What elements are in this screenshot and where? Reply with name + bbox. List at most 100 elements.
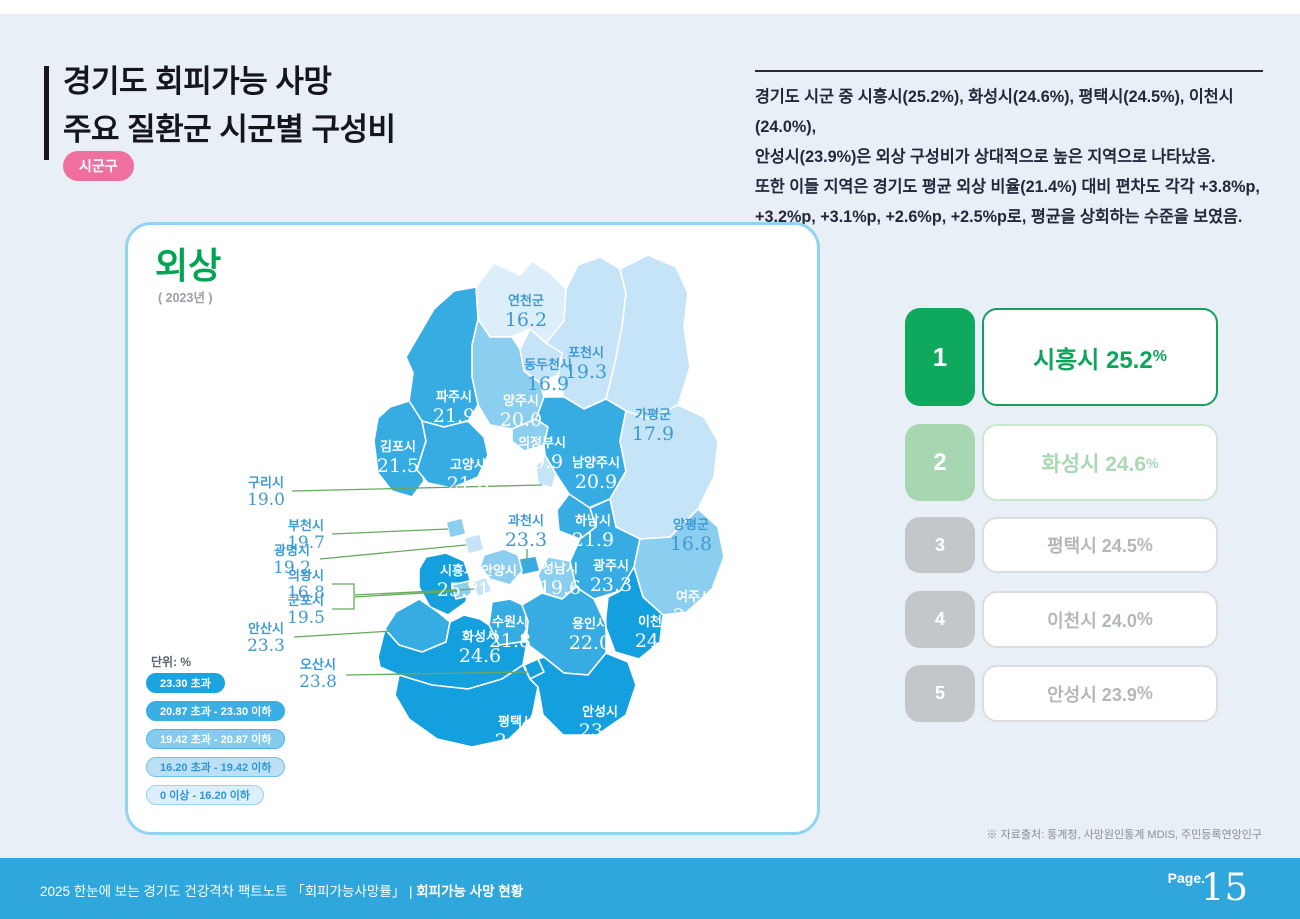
map-label-value-uijeongbu: 19.9 [521,451,563,473]
region-pyeongtaek [394,664,539,748]
rank-row-3: 3 평택시 24.5% [905,517,1218,573]
summary-rule [755,70,1263,72]
callout-label-name-osan: 오산시 [300,657,336,672]
map-label-value-yeoncheon: 16.2 [505,309,547,331]
gyeonggi-choropleth-map: 연천군16.2포천시19.3가평군17.9동두천시16.9양주시20.0파주시2… [247,254,725,752]
map-label-value-anyang: 19.6 [478,579,520,601]
region-uiwang [471,576,493,598]
rank-card-percent: % [1136,534,1153,555]
rank-card-text: 시흥시 25.2 [1033,346,1153,374]
legend-pill-5: 0 이상 - 16.20 이하 [146,785,265,805]
rank-card-text: 화성시 24.6 [1041,452,1147,476]
callout-label-value-gunpo: 19.5 [287,608,325,628]
legend-pill-1: 23.30 초과 [146,673,225,693]
map-label-name-gwacheon: 과천시 [508,513,544,528]
callout-label-name-bucheon: 부천시 [288,518,324,533]
callout-line-gunpo [332,590,459,610]
callout-line-gwangmyeong [319,544,467,560]
map-label-name-yangpyeong: 양평군 [673,517,709,532]
callout-label-value-gwangmyeong: 19.2 [273,558,311,578]
region-icheon [604,566,664,660]
summary-text: 경기도 시군 중 시흥시(25.2%), 화성시(24.6%), 평택시(24.… [755,88,1260,226]
callout-line-osan [345,671,529,676]
region-guri [535,454,557,489]
map-label-name-siheung: 시흥시 [440,563,476,578]
region-gwangmyeong [463,533,485,555]
rank-number-1: 1 [905,308,975,406]
map-label-name-seongnam: 성남시 [542,561,578,576]
map-label-name-hwaseong: 화성시 [462,629,498,644]
map-label-value-anseong: 23.9 [579,720,621,742]
map-label-name-yeoju: 여주시 [676,589,712,604]
rank-card-4: 이천시 24.0% [982,591,1218,648]
rank-row-5: 5 안성시 23.9% [905,665,1218,722]
map-label-name-yongin: 용인시 [572,616,608,631]
map-label-name-gapyeong: 가평군 [635,407,671,422]
callout-label-value-uiwang: 16.8 [287,583,325,603]
callout-label-value-bucheon: 19.7 [287,533,325,553]
map-label-value-pocheon: 19.3 [565,361,607,383]
map-label-name-anyang: 안양시 [481,563,517,578]
region-gimpo [373,400,427,498]
map-label-value-dongducheon: 16.9 [527,373,569,395]
map-label-value-hwaseong: 24.6 [459,645,501,667]
map-label-value-yangpyeong: 16.8 [670,533,712,555]
footer-caption-normal: 2025 한눈에 보는 경기도 건강격차 팩트노트 「회피가능사망률」 [40,884,406,899]
map-title: 외상 [155,245,222,286]
map-label-name-pyeongtaek: 평택시 [498,714,534,729]
map-label-name-goyang: 고양시 [450,457,486,472]
map-label-value-yongin: 22.0 [569,632,611,654]
region-anyang [479,548,523,586]
map-label-name-namyangju: 남양주시 [572,455,620,470]
map-label-name-gwangju: 광주시 [593,558,629,573]
map-label-name-gimpo: 김포시 [380,439,416,454]
rank-card-percent: % [1146,454,1159,471]
callout-label-value-osan: 23.8 [299,672,337,692]
data-source-note: ※ 자료출처: 통계청, 사망원인통계 MDIS, 주민등록연앙인구 [986,829,1262,841]
footer-caption-divider: | [408,884,413,899]
rank-card-text: 이천시 24.0 [1047,610,1137,631]
rank-card-percent: % [1136,683,1153,703]
map-legend: 23.30 초과 20.87 초과 - 23.30 이하 19.42 초과 - 20… [146,673,286,813]
map-label-name-uijeongbu: 의정부시 [518,435,566,450]
rank-card-percent: % [1152,348,1167,365]
rank-card-text: 평택시 24.5 [1047,536,1137,556]
map-label-value-siheung: 25.2 [437,579,479,601]
region-bucheon [445,517,467,539]
rank-number-5: 5 [905,665,975,722]
top-strip [0,0,1300,14]
callout-label-name-uiwang: 의왕시 [288,568,324,583]
map-label-value-icheon: 24.0 [635,630,677,652]
rank-card-2: 화성시 24.6% [982,424,1218,501]
footer-caption-bold: 회피가능 사망 현황 [416,884,524,899]
map-label-name-hanam: 하남시 [575,513,611,528]
footer-caption: 2025 한눈에 보는 경기도 건강격차 팩트노트 「회피가능사망률」 | 회피… [40,880,523,900]
rank-card-3: 평택시 24.5% [982,517,1218,573]
map-label-value-yeoju: 20.0 [673,605,715,627]
map-label-name-anseong: 안성시 [582,704,618,719]
callout-line-guri [291,484,543,492]
legend-pill-4: 16.20 초과 - 19.42 이하 [146,757,286,777]
map-label-value-goyang: 21.6 [447,473,489,495]
page-number: 15 [1200,866,1248,909]
rank-card-5: 안성시 23.9% [982,665,1218,722]
callout-label-value-ansan: 23.3 [247,636,285,656]
map-year: ( 2023년 ) [158,291,213,305]
sigungu-badge: 시군구 [63,151,134,181]
rank-row-2: 2 화성시 24.6% [905,424,1218,501]
page-label: Page. [1167,870,1205,886]
callout-line-uiwang [332,583,477,596]
map-label-name-dongducheon: 동두천시 [524,357,572,372]
page-title: 경기도 회피가능 사망 주요 질환군 시군별 구성비 [63,64,396,147]
map-label-name-suwon: 수원시 [492,614,528,629]
rank-card-text: 안성시 23.9 [1047,684,1137,705]
rank-row-4: 4 이천시 24.0% [905,591,1218,648]
rank-card-percent: % [1136,609,1153,629]
map-label-value-seongnam: 19.6 [539,577,581,599]
region-goyang [416,420,489,489]
map-label-value-pyeongtaek: 24.5 [495,730,537,752]
rank-number-3: 3 [905,517,975,573]
map-label-name-paju: 파주시 [436,389,472,404]
rank-number-4: 4 [905,591,975,648]
